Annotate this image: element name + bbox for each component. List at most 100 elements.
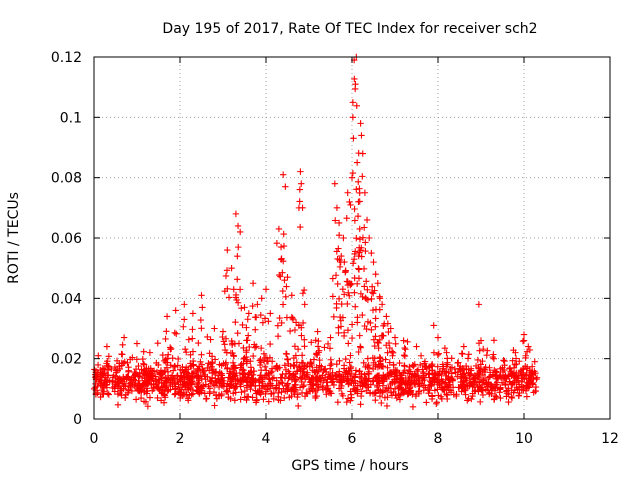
- data-point-trail: [281, 276, 288, 284]
- noise-point: [111, 383, 118, 390]
- data-point: [340, 234, 347, 242]
- noise-point: [421, 376, 428, 384]
- noise-point: [135, 362, 142, 370]
- noise-point: [264, 386, 271, 393]
- data-point: [249, 280, 257, 287]
- data-point: [327, 334, 334, 341]
- noise-point: [455, 359, 462, 366]
- data-point-trail: [315, 337, 322, 345]
- data-point-trail: [476, 347, 483, 354]
- data-point-trail: [389, 352, 396, 359]
- data-point-trail: [343, 214, 350, 222]
- noise-point: [261, 354, 269, 361]
- noise-point: [451, 365, 459, 373]
- data-point-trail: [298, 352, 306, 359]
- data-point-trail: [436, 368, 444, 375]
- data-point-trail: [293, 359, 301, 366]
- data-point-trail: [386, 359, 393, 366]
- noise-point: [176, 376, 183, 383]
- data-point-trail: [230, 353, 238, 360]
- data-point-trail: [374, 363, 382, 371]
- noise-point: [427, 378, 434, 385]
- noise-point: [154, 339, 161, 347]
- data-point-trail: [357, 290, 365, 297]
- noise-point: [464, 355, 472, 362]
- noise-point: [277, 374, 284, 381]
- noise-point: [313, 386, 321, 394]
- noise-point: [425, 389, 432, 397]
- noise-point: [523, 348, 531, 355]
- noise-point: [454, 368, 462, 376]
- noise-point: [193, 372, 200, 379]
- noise-point: [229, 375, 236, 382]
- data-point: [288, 292, 295, 299]
- noise-point: [444, 361, 451, 368]
- noise-point: [221, 341, 228, 348]
- data-point-trail: [335, 329, 342, 337]
- data-point-trail: [238, 304, 245, 312]
- noise-point: [252, 399, 260, 406]
- noise-point: [363, 378, 370, 385]
- data-point-trail: [359, 173, 366, 180]
- noise-point: [474, 374, 481, 381]
- data-point-trail: [219, 333, 226, 341]
- noise-point: [505, 398, 512, 406]
- noise-point: [138, 374, 146, 381]
- data-point-trail: [335, 295, 343, 303]
- noise-point: [258, 378, 266, 385]
- noise-point: [408, 379, 415, 386]
- data-point-trail: [198, 351, 205, 358]
- noise-point: [412, 392, 420, 400]
- noise-point: [114, 401, 122, 409]
- data-point-trail: [120, 382, 127, 390]
- noise-point: [304, 361, 311, 369]
- data-point-trail: [525, 384, 533, 391]
- noise-point: [328, 379, 336, 386]
- data-point-trail: [353, 280, 361, 287]
- data-point-trail: [347, 352, 354, 359]
- data-point: [335, 219, 343, 227]
- noise-point: [277, 397, 284, 404]
- data-point: [282, 183, 289, 190]
- noise-point: [323, 379, 330, 386]
- data-point-trail: [354, 213, 362, 220]
- data-point-trail: [246, 343, 253, 351]
- data-point-trail: [273, 239, 281, 247]
- data-point-trail: [356, 236, 364, 243]
- noise-point: [417, 361, 424, 369]
- data-point-trail: [227, 349, 235, 357]
- data-point-trail: [132, 377, 139, 384]
- noise-point: [261, 363, 269, 370]
- noise-point: [140, 361, 148, 368]
- noise-point: [289, 371, 297, 378]
- noise-point: [169, 367, 177, 374]
- data-point-trail: [164, 351, 172, 358]
- noise-point: [116, 365, 123, 373]
- noise-point: [167, 345, 175, 352]
- data-point-trail: [279, 287, 286, 295]
- data-point: [224, 246, 231, 254]
- noise-point: [157, 387, 165, 394]
- data-point-trail: [356, 332, 363, 339]
- data-point-trail: [228, 341, 236, 348]
- data-point: [525, 343, 532, 350]
- noise-point: [167, 380, 174, 388]
- noise-point: [283, 350, 290, 358]
- noise-point: [286, 394, 293, 401]
- data-point-trail: [444, 355, 451, 362]
- noise-point: [285, 375, 292, 382]
- noise-point: [482, 366, 489, 374]
- noise-point: [406, 389, 414, 396]
- noise-point: [298, 378, 305, 386]
- noise-point: [490, 337, 498, 344]
- noise-point: [335, 385, 343, 392]
- data-point-trail: [411, 361, 418, 368]
- data-point-trail: [368, 295, 375, 303]
- data-point-trail: [221, 287, 229, 295]
- data-point-trail: [118, 377, 125, 384]
- noise-point: [415, 372, 422, 380]
- noise-point: [175, 389, 183, 397]
- noise-point: [154, 394, 161, 402]
- noise-point: [420, 370, 427, 377]
- noise-point: [301, 393, 309, 400]
